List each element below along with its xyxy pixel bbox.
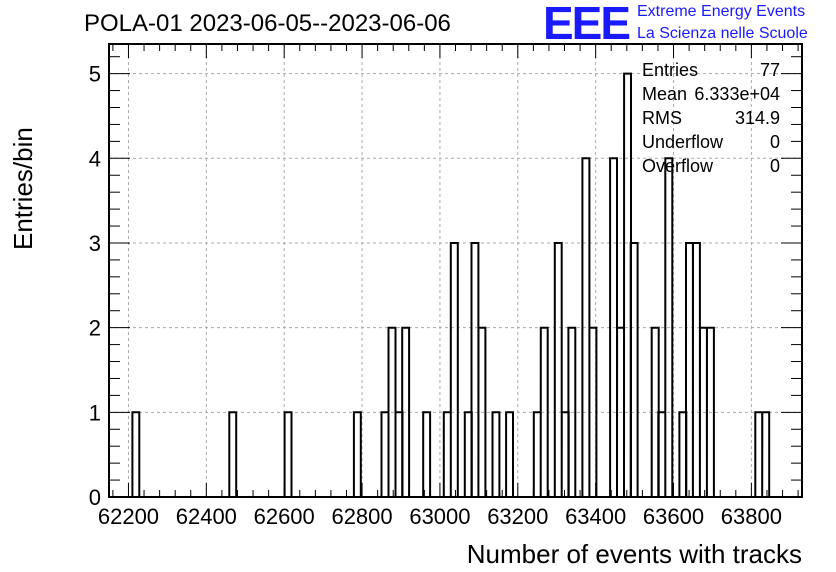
stat-mean-name: Mean xyxy=(642,84,688,104)
y-tick-label: 0 xyxy=(89,485,101,510)
x-tick-label: 63800 xyxy=(721,504,782,529)
stat-mean: Mean 6.333e+04 xyxy=(642,84,780,108)
stat-underflow-name: Underflow xyxy=(642,132,724,152)
stat-underflow-value: 0 xyxy=(769,132,780,152)
stat-mean-value: 6.333e+04 xyxy=(694,84,780,104)
stat-underflow: Underflow 0 xyxy=(642,132,780,156)
x-tick-label: 63000 xyxy=(409,504,470,529)
chart-title: POLA-01 2023-06-05--2023-06-06 xyxy=(84,10,451,37)
logo-line-2: La Scienza nelle Scuole xyxy=(637,25,808,42)
stat-rms-value: 314.9 xyxy=(734,108,780,128)
stat-rms: RMS 314.9 xyxy=(642,108,780,132)
stat-overflow-name: Overflow xyxy=(642,156,714,176)
stat-overflow-value: 0 xyxy=(769,156,780,176)
y-tick-label: 5 xyxy=(89,62,101,87)
stat-entries: Entries 77 xyxy=(642,60,780,84)
x-tick-label: 62600 xyxy=(254,504,315,529)
x-tick-label: 63200 xyxy=(487,504,548,529)
y-tick-label: 4 xyxy=(89,146,101,171)
x-tick-label: 62200 xyxy=(98,504,159,529)
stat-rms-name: RMS xyxy=(642,108,682,128)
stat-entries-name: Entries xyxy=(642,60,699,80)
x-tick-label: 62400 xyxy=(176,504,237,529)
y-tick-label: 3 xyxy=(89,231,101,256)
x-tick-label: 62800 xyxy=(331,504,392,529)
y-tick-label: 1 xyxy=(89,400,101,425)
y-axis-label: Entries/bin xyxy=(8,127,38,250)
x-tick-label: 63600 xyxy=(643,504,704,529)
logo-line-1: Extreme Energy Events xyxy=(637,3,806,20)
axis-ticks xyxy=(109,44,802,498)
stat-entries-value: 77 xyxy=(759,60,780,80)
tick-labels: 62200 62400 62600 62800 63000 63200 63400 63600… xyxy=(89,62,782,529)
plot-frame xyxy=(108,43,803,498)
stats-box: Entries 77 Mean 6.333e+04 RMS 314.9 Unde… xyxy=(642,60,780,180)
y-tick-label: 2 xyxy=(89,316,101,341)
x-tick-label: 63400 xyxy=(565,504,626,529)
eee-logo: EEE xyxy=(543,0,631,49)
x-axis-label: Number of events with tracks xyxy=(466,539,802,569)
stat-overflow: Overflow 0 xyxy=(642,156,780,180)
